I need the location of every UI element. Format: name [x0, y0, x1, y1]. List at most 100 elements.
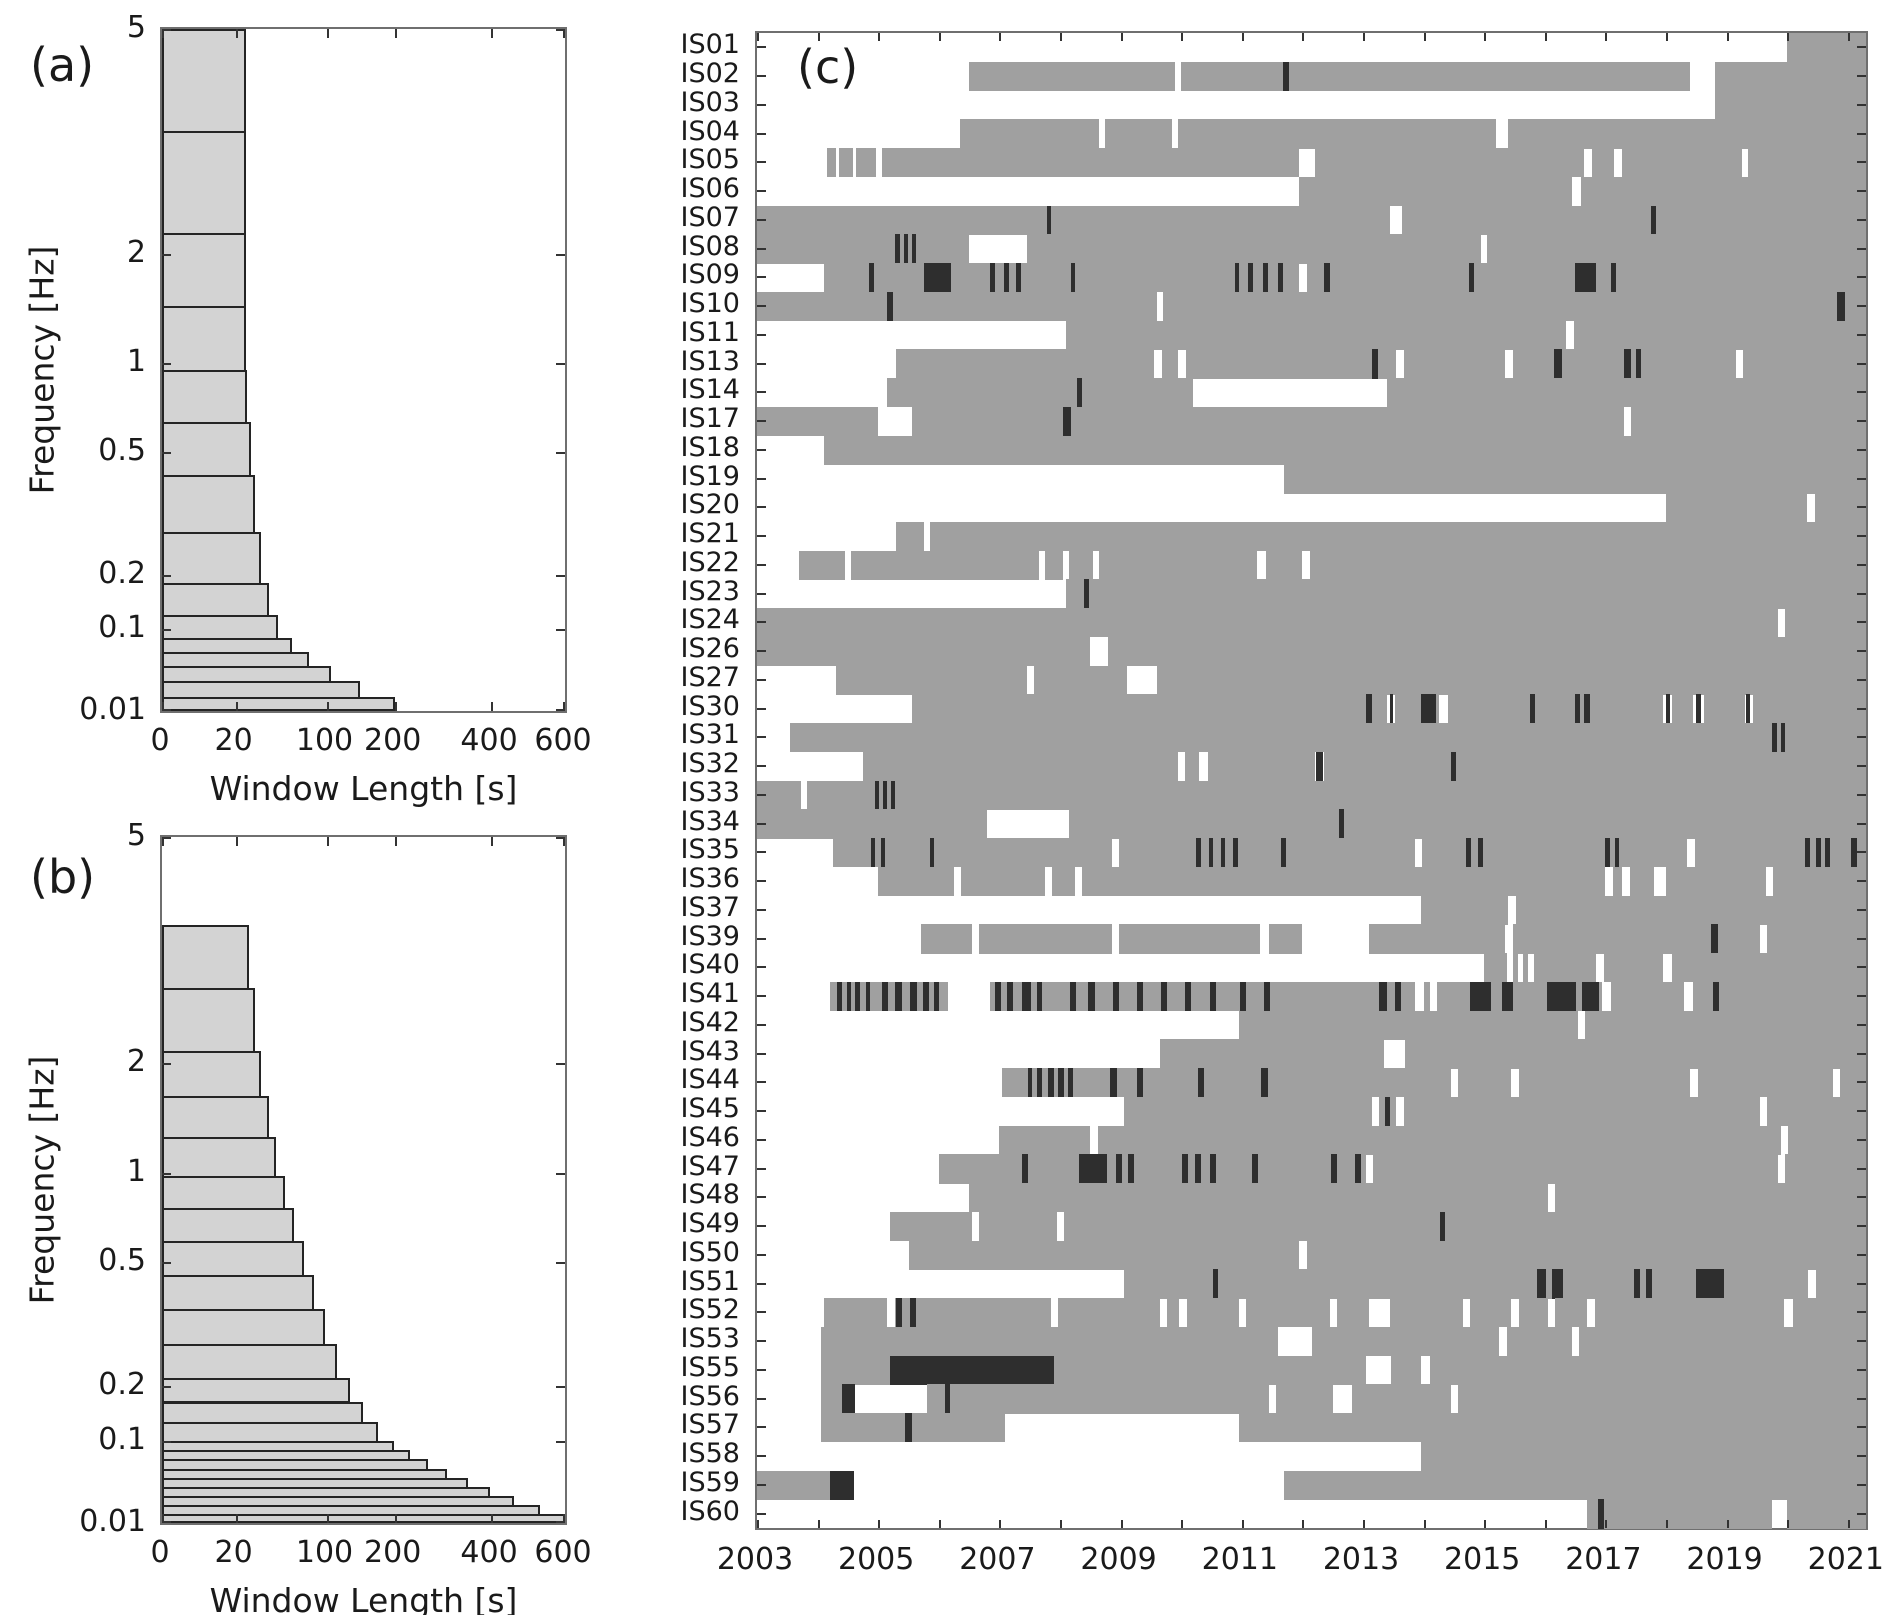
- y-tick-label: 1: [126, 344, 146, 380]
- station-tick: [1857, 1167, 1866, 1170]
- availability-segment: [839, 148, 853, 178]
- x-tick: [326, 29, 329, 38]
- x-tick-label: 200: [364, 1535, 422, 1570]
- station-tick: [757, 1138, 766, 1141]
- freq-band-bar: [162, 1051, 261, 1098]
- station-tick: [1857, 908, 1866, 911]
- dark-stripe: [1420, 694, 1436, 724]
- x-tick-label: 400: [460, 723, 518, 758]
- station-tick: [1857, 736, 1866, 739]
- dark-stripe: [1278, 263, 1283, 293]
- x-tick: [326, 702, 329, 711]
- dark-stripe: [894, 981, 903, 1012]
- availability-segment: [1069, 550, 1094, 580]
- x-tick: [235, 702, 238, 711]
- station-tick: [1857, 1311, 1866, 1314]
- dark-stripe: [1006, 981, 1013, 1012]
- dark-stripe: [1136, 1068, 1144, 1098]
- availability-segment: [1487, 234, 1866, 264]
- dark-stripe: [1004, 263, 1010, 293]
- availability-segment: [757, 608, 1779, 638]
- dark-stripe: [1076, 378, 1082, 408]
- station-tick: [1857, 995, 1866, 998]
- station-tick: [1857, 1110, 1866, 1113]
- dark-stripe: [1127, 1154, 1134, 1184]
- y-tick: [162, 837, 171, 839]
- availability-segment: [1420, 1441, 1866, 1472]
- station-tick: [1857, 1282, 1866, 1285]
- station-tick: [1857, 46, 1866, 49]
- dark-stripe: [881, 838, 886, 868]
- availability-segment: [979, 924, 1112, 954]
- y-tick-label: 0.01: [79, 692, 146, 727]
- y-tick: [556, 574, 565, 577]
- station-tick: [1857, 793, 1866, 796]
- availability-segment: [1594, 1298, 1785, 1328]
- availability-segment: [1181, 61, 1691, 92]
- availability-segment: [1123, 1269, 1809, 1299]
- station-tick: [757, 793, 766, 796]
- station-tick: [757, 1167, 766, 1170]
- y-tick-label: 0.1: [98, 1421, 146, 1457]
- y-tick-label: 5: [126, 10, 146, 45]
- availability-segment: [1515, 895, 1866, 925]
- availability-segment: [960, 119, 1100, 149]
- y-tick: [162, 1385, 171, 1388]
- availability-segment: [1470, 1298, 1512, 1328]
- station-tick: [757, 1368, 766, 1371]
- dark-stripe: [1633, 1269, 1640, 1299]
- station-label: IS17: [680, 403, 740, 435]
- x-tick-label: 0: [150, 1535, 170, 1570]
- year-tick: [1605, 1520, 1608, 1528]
- dark-stripe: [1850, 838, 1857, 868]
- availability-segment: [1773, 866, 1866, 897]
- year-tick: [1060, 33, 1062, 41]
- dark-stripe: [829, 1470, 854, 1500]
- dark-stripe: [1068, 1068, 1074, 1098]
- availability-segment: [820, 1326, 1279, 1357]
- station-tick: [757, 650, 766, 653]
- availability-segment: [757, 291, 1157, 322]
- dark-stripe: [869, 263, 874, 293]
- dark-stripe: [1234, 263, 1240, 293]
- y-tick: [162, 29, 171, 31]
- station-tick: [1857, 420, 1866, 423]
- dark-stripe: [1372, 349, 1379, 379]
- dark-stripe: [1221, 838, 1226, 868]
- dark-stripe: [1261, 1068, 1269, 1098]
- dark-stripe: [1583, 694, 1590, 724]
- availability-segment: [938, 1154, 1367, 1184]
- dark-stripe: [882, 981, 889, 1012]
- dark-stripe: [1212, 1269, 1218, 1299]
- station-tick: [1857, 1196, 1866, 1199]
- availability-segment: [823, 435, 1866, 465]
- dark-stripe: [1281, 838, 1287, 868]
- station-tick: [757, 362, 766, 365]
- dark-stripe: [1109, 1068, 1117, 1098]
- y-tick: [162, 363, 171, 366]
- availability-segment: [820, 1413, 1006, 1443]
- year-tick: [757, 33, 759, 41]
- year-tick: [1241, 33, 1244, 41]
- dark-stripe: [933, 981, 939, 1012]
- dark-stripe: [1016, 263, 1022, 293]
- year-tick: [1787, 33, 1790, 41]
- year-tick: [1363, 1520, 1365, 1528]
- x-tick-label: 600: [534, 1535, 592, 1570]
- dark-stripe: [909, 981, 917, 1012]
- station-tick: [1857, 247, 1866, 250]
- availability-segment: [1186, 349, 1397, 379]
- station-tick: [1857, 391, 1866, 394]
- y-tick: [556, 29, 565, 31]
- availability-segment: [1585, 1010, 1866, 1040]
- year-tick: [817, 1520, 820, 1528]
- availability-segment: [1703, 694, 1745, 724]
- availability-segment: [894, 1298, 1051, 1328]
- station-label: IS11: [680, 316, 740, 348]
- station-tick: [757, 966, 766, 969]
- station-tick: [1857, 1138, 1866, 1141]
- availability-segment: [1178, 119, 1497, 149]
- station-label: IS41: [680, 978, 740, 1010]
- freq-band-bar: [162, 1208, 294, 1244]
- availability-segment: [1336, 1298, 1370, 1328]
